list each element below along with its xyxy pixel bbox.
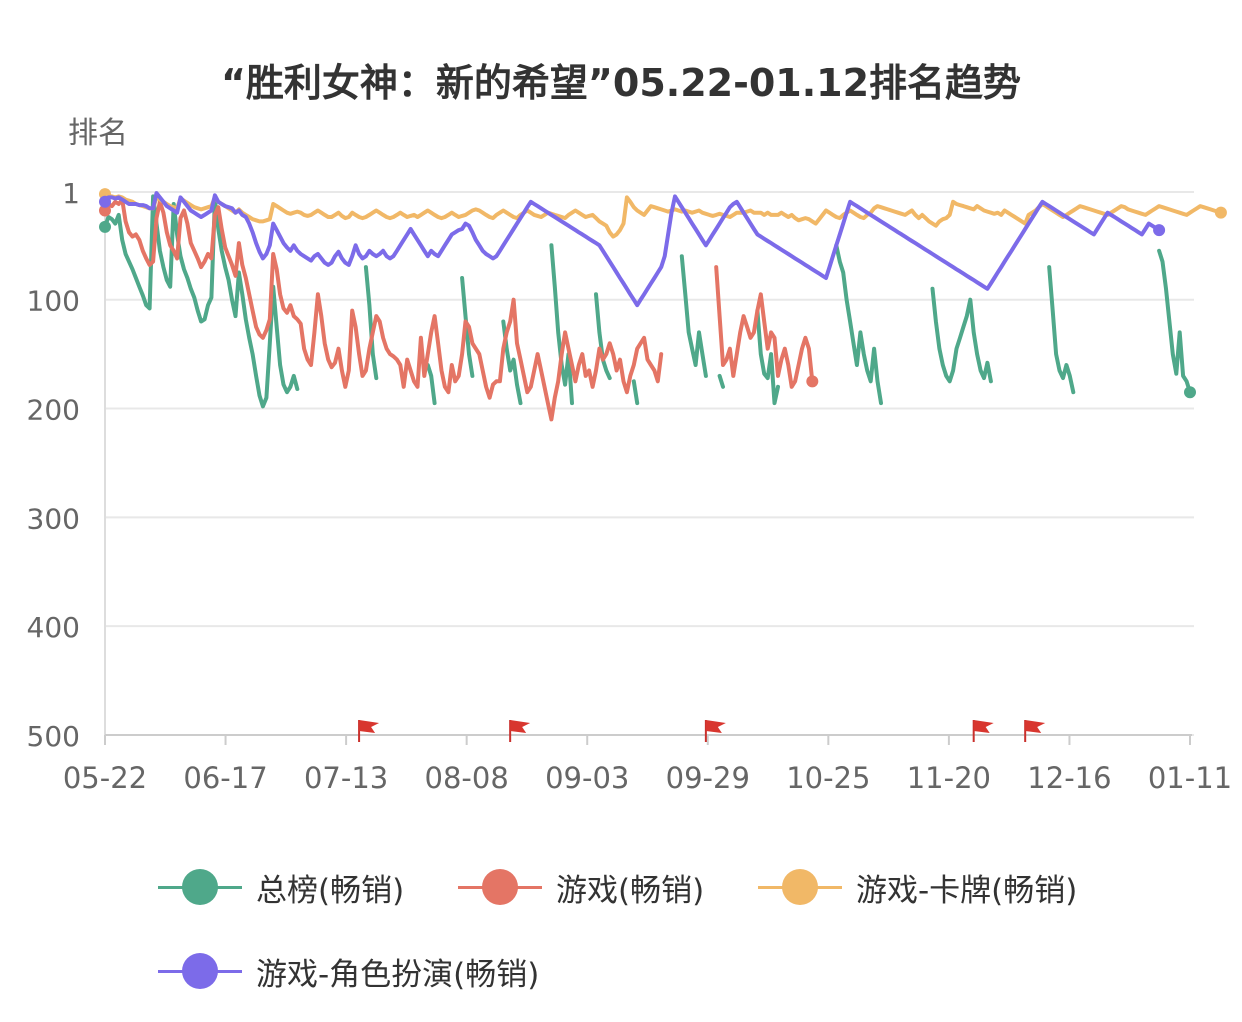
series-point: [99, 195, 111, 208]
x-tick-label: 09-29: [666, 761, 750, 795]
y-tick-label: 400: [27, 611, 80, 644]
series-line-3: [103, 191, 1162, 308]
x-tick-label: 11-20: [907, 761, 991, 795]
x-tick-label: 01-11: [1148, 761, 1232, 795]
axes: 排名 1 100 200 300 400 500 05-22 06-17 07-13 08-08 09…: [27, 116, 1233, 795]
legend-swatch: [158, 862, 242, 912]
legend-swatch: [458, 862, 542, 912]
legend-label: 游戏-卡牌(畅销): [856, 872, 1078, 909]
series-point: [806, 375, 819, 388]
series-point: [1153, 224, 1166, 237]
series-line-1: [103, 197, 815, 422]
legend-label: 游戏-角色扮演(畅销): [256, 956, 540, 993]
grid-lines: [105, 191, 1194, 736]
series-point: [99, 220, 111, 233]
legend-item-0[interactable]: 总榜(畅销): [158, 862, 404, 912]
y-tick-label: 300: [27, 502, 80, 535]
x-tick-label: 05-22: [63, 761, 147, 795]
series-point: [1214, 206, 1227, 219]
x-tick-label: 08-08: [425, 761, 509, 795]
legend-label: 总榜(畅销): [256, 872, 405, 909]
x-tick-label: 10-25: [786, 761, 870, 795]
y-tick-label: 100: [27, 285, 80, 318]
legend-label: 游戏(畅销): [556, 872, 705, 909]
legend-item-2[interactable]: 游戏-卡牌(畅销): [758, 862, 1077, 912]
x-tick-label: 12-16: [1027, 761, 1111, 795]
event-markers: [358, 720, 1046, 742]
legend-swatch: [158, 946, 242, 996]
y-axis-label: 排名: [68, 116, 128, 151]
y-tick-label: 500: [27, 720, 80, 753]
legend-item-1[interactable]: 游戏(畅销): [458, 862, 704, 912]
event-flag-icon[interactable]: [704, 720, 726, 742]
event-flag-icon[interactable]: [358, 720, 380, 742]
event-flag-icon[interactable]: [1024, 720, 1046, 742]
y-tick-label: 1: [62, 177, 80, 210]
event-flag-icon[interactable]: [972, 720, 994, 742]
chart-title: “胜利女神：新的希望”05.22-01.12排名趋势: [220, 61, 1022, 105]
y-tick-label: 200: [27, 394, 80, 427]
series-lines: [99, 188, 1227, 422]
series-point: [99, 204, 111, 217]
series-point: [1184, 386, 1196, 399]
legend-swatch: [758, 862, 842, 912]
x-tick-label: 07-13: [304, 761, 388, 795]
x-tick-label: 06-17: [183, 761, 267, 795]
x-tick-label: 09-03: [545, 761, 629, 795]
legend-item-3[interactable]: 游戏-角色扮演(畅销): [158, 946, 539, 996]
event-flag-icon[interactable]: [509, 720, 531, 742]
